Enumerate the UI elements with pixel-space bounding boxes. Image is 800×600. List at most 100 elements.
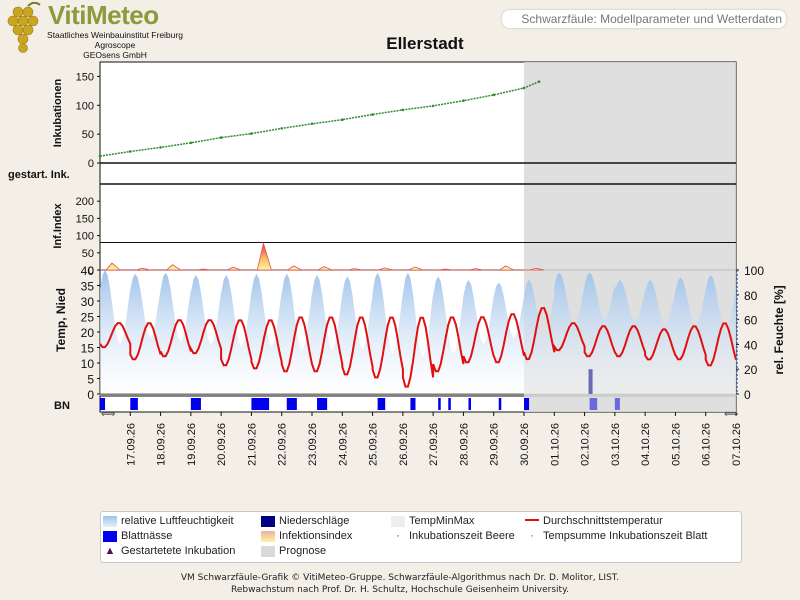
infection-index-swatch (261, 531, 275, 542)
incubation-point (129, 150, 132, 153)
legend-item-precipitation: Niederschläge (261, 514, 349, 528)
leaf-wetness-bar (438, 398, 441, 410)
legend-item-started-incubation: ▲ Gestartetete Inkubation (103, 544, 235, 558)
y2-tick-label: 40 (744, 338, 758, 352)
incubation-point (538, 80, 541, 83)
y-tick-label: 200 (76, 196, 94, 208)
y2-tick-label: 20 (744, 363, 758, 377)
leaf-wetness-bar (499, 398, 502, 410)
x-tick-label: 21.09.26 (246, 423, 258, 466)
incubation-point (462, 99, 465, 102)
footer-line-1: VM Schwarzfäule-Grafik © VitiMeteo-Grupp… (0, 572, 800, 584)
leaf-wetness-label: BN (54, 400, 70, 412)
legend-item-forecast: Prognose (261, 544, 326, 558)
y-tick-label: 0 (87, 388, 94, 402)
humidity-swatch (103, 516, 117, 527)
y-tick-label: 50 (82, 129, 94, 141)
y-tick-label: 5 (87, 373, 94, 387)
legend-label: relative Luftfeuchtigkeit (121, 515, 234, 527)
legend-label: Tempsumme Inkubationszeit Blatt (543, 530, 707, 542)
incubation-point (341, 118, 344, 121)
infection-axis-label: Inf.Index (52, 203, 64, 249)
x-tick-label: 23.09.26 (307, 423, 319, 466)
precipitation-bar (589, 369, 593, 394)
legend-label: Niederschläge (279, 515, 349, 527)
y-tick-label: 100 (76, 231, 94, 243)
leaf-wetness-bar (191, 398, 201, 410)
legend-item-infection-index: Infektionsindex (261, 529, 352, 543)
y-tick-label: 25 (81, 311, 95, 325)
legend-item-humidity: relative Luftfeuchtigkeit (103, 514, 234, 528)
incubation-point (432, 105, 435, 108)
incubation-axis-label: Inkubationen (52, 79, 64, 148)
x-tick-label: 03.10.26 (610, 423, 622, 466)
legend-label: TempMinMax (409, 515, 474, 527)
y2-tick-label: 80 (744, 289, 758, 303)
tempminmax-swatch (391, 516, 405, 527)
legend-item-incubation-berry: · Inkubationszeit Beere (391, 529, 515, 543)
x-tick-label: 19.09.26 (186, 423, 198, 466)
legend-item-incubation-leaf: · Tempsumme Inkubationszeit Blatt (525, 529, 707, 543)
y-tick-label: 0 (88, 158, 94, 170)
legend-item-tempminmax: TempMinMax (391, 514, 474, 528)
x-tick-label: 20.09.26 (216, 423, 228, 466)
x-tick-label: 02.10.26 (580, 423, 592, 466)
humidity-axis-label: rel. Feuchte [%] (772, 285, 786, 374)
legend-item-temperature: Durchschnittstemperatur (525, 514, 663, 528)
x-tick-label: 28.09.26 (458, 423, 470, 466)
x-tick-label: 01.10.26 (549, 423, 561, 466)
leaf-wetness-bar (590, 398, 598, 410)
y-tick-label: 35 (81, 280, 95, 294)
y-tick-label: 20 (81, 326, 95, 340)
legend: relative Luftfeuchtigkeit Niederschläge … (100, 511, 742, 563)
incubation-point (280, 127, 283, 130)
incubation-point (371, 113, 374, 116)
x-tick-label: 04.10.26 (640, 423, 652, 466)
incubation-point (492, 94, 495, 97)
incubation-point (190, 142, 193, 145)
legend-label: Infektionsindex (279, 530, 352, 542)
incubation-point (311, 122, 314, 125)
temperature-line-swatch (525, 519, 539, 521)
incubation-berry-dot-icon: · (391, 531, 405, 542)
legend-label: Durchschnittstemperatur (543, 515, 663, 527)
y2-tick-label: 100 (744, 264, 764, 278)
incubation-point (220, 136, 223, 139)
leaf-wetness-bar (524, 398, 529, 410)
precipitation-swatch (261, 516, 275, 527)
x-tick-label: 25.09.26 (368, 423, 380, 466)
leaf-wetness-swatch (103, 531, 117, 542)
x-tick-label: 18.09.26 (156, 423, 168, 466)
x-tick-label: 06.10.26 (701, 423, 713, 466)
footer-line-2: Rebwachstum nach Prof. Dr. H. Schultz, H… (0, 584, 800, 596)
forecast-swatch (261, 546, 275, 557)
incubation-point (402, 109, 405, 112)
leaf-wetness-bar (615, 398, 620, 410)
incubation-leaf-dot-icon: · (525, 531, 539, 542)
y-tick-label: 40 (81, 264, 95, 278)
x-tick-label: 17.09.26 (125, 423, 137, 466)
y2-tick-label: 60 (744, 314, 758, 328)
legend-label: Inkubationszeit Beere (409, 530, 515, 542)
y-tick-label: 15 (81, 342, 95, 356)
leaf-wetness-bar (317, 398, 327, 410)
y-tick-label: 150 (76, 213, 94, 225)
leaf-wetness-bar (410, 398, 415, 410)
y2-tick-label: 0 (744, 388, 751, 402)
footer: VM Schwarzfäule-Grafik © VitiMeteo-Grupp… (0, 572, 800, 596)
leaf-wetness-bar (251, 398, 269, 410)
x-tick-label: 27.09.26 (428, 423, 440, 466)
x-tick-label: 22.09.26 (277, 423, 289, 466)
x-tick-label: 24.09.26 (337, 423, 349, 466)
legend-label: Prognose (279, 545, 326, 557)
leaf-wetness-bar (468, 398, 471, 410)
y-tick-label: 150 (76, 71, 94, 83)
leaf-wetness-bar (448, 398, 451, 410)
legend-label: Gestartetete Inkubation (121, 545, 235, 557)
leaf-wetness-bar (378, 398, 386, 410)
legend-item-leaf-wetness: Blattnässe (103, 529, 172, 543)
y-tick-label: 100 (76, 100, 94, 112)
scroll-left-icon: ⟺ (101, 409, 115, 420)
x-tick-label: 07.10.26 (731, 423, 743, 466)
y-tick-label: 30 (81, 295, 95, 309)
